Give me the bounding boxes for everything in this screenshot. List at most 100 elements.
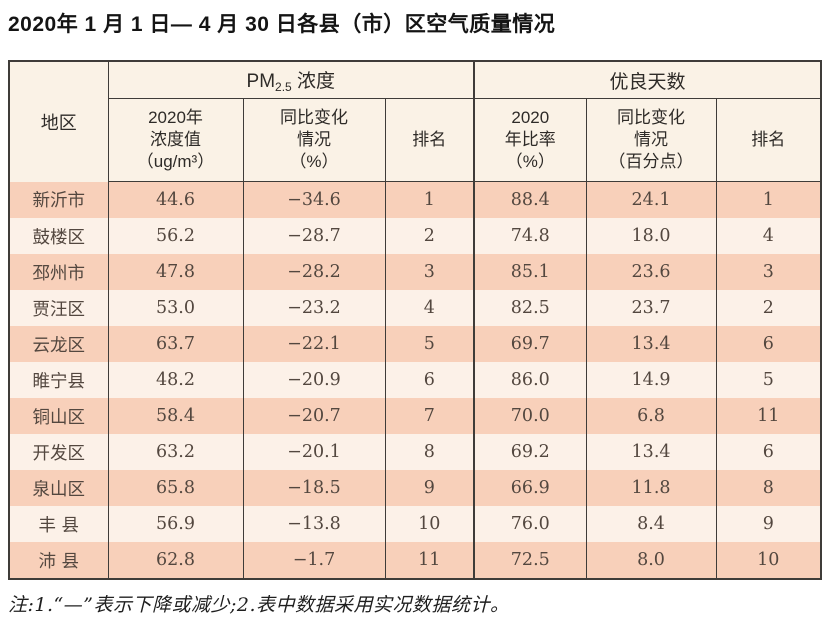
region-cell: 邳州市	[8, 254, 109, 290]
days-ratio-cell: 85.1	[473, 254, 587, 290]
region-cell: 沛 县	[8, 542, 109, 579]
column-group-good-days: 优良天数	[473, 61, 822, 99]
days-change-cell: 23.6	[585, 254, 717, 290]
table-row: 睢宁县 48.2 −20.9 6 86.0 14.9 5	[8, 362, 822, 398]
days-rank-cell: 2	[715, 290, 822, 326]
days-ratio-cell: 69.2	[473, 434, 587, 470]
header-group-row: 地区 PM2.5 浓度 优良天数	[8, 61, 822, 182]
pm-value-cell: 56.9	[107, 506, 244, 542]
header-sub-row: 2020年 浓度值 （ug/m³） 同比变化 情况 （%） 排名 2020 年比…	[9, 98, 822, 182]
pm-change-cell: −34.6	[242, 181, 386, 218]
column-header-pm-change: 同比变化 情况 （%）	[242, 98, 386, 182]
days-rank-cell: 6	[715, 326, 822, 362]
table-row: 贾汪区 53.0 −23.2 4 82.5 23.7 2	[8, 290, 822, 326]
column-header-pm-rank: 排名	[384, 98, 475, 182]
table-row: 鼓楼区 56.2 −28.7 2 74.8 18.0 4	[8, 218, 822, 254]
days-change-cell: 11.8	[585, 470, 717, 506]
days-change-cell: 8.0	[585, 542, 717, 579]
pm-value-cell: 58.4	[107, 398, 244, 434]
days-ratio-cell: 86.0	[473, 362, 587, 398]
region-cell: 铜山区	[8, 398, 109, 434]
region-cell: 鼓楼区	[8, 218, 109, 254]
pm-rank-cell: 10	[384, 506, 475, 542]
table-body: 新沂市 44.6 −34.6 1 88.4 24.1 1 鼓楼区 56.2 −2…	[8, 181, 822, 579]
pm-change-cell: −28.2	[242, 254, 386, 290]
table-row: 新沂市 44.6 −34.6 1 88.4 24.1 1	[8, 181, 822, 218]
days-rank-cell: 3	[715, 254, 822, 290]
days-change-cell: 18.0	[585, 218, 717, 254]
table-row: 泉山区 65.8 −18.5 9 66.9 11.8 8	[8, 470, 822, 506]
pm-change-cell: −20.7	[242, 398, 386, 434]
table-row: 铜山区 58.4 −20.7 7 70.0 6.8 11	[8, 398, 822, 434]
days-change-cell: 23.7	[585, 290, 717, 326]
pm-value-cell: 44.6	[107, 181, 244, 218]
days-rank-cell: 4	[715, 218, 822, 254]
column-group-pm25: PM2.5 浓度	[107, 61, 475, 99]
pm-value-cell: 47.8	[107, 254, 244, 290]
pm-change-cell: −22.1	[242, 326, 386, 362]
pm-rank-cell: 9	[384, 470, 475, 506]
days-ratio-cell: 76.0	[473, 506, 587, 542]
column-header-region: 地区	[8, 61, 109, 182]
region-cell: 新沂市	[8, 181, 109, 218]
days-ratio-cell: 66.9	[473, 470, 587, 506]
pm-rank-cell: 8	[384, 434, 475, 470]
footnote: 注:1.“—”表示下降或减少;2.表中数据采用实况数据统计。	[8, 594, 510, 616]
days-ratio-cell: 88.4	[473, 181, 587, 218]
table-row: 丰 县 56.9 −13.8 10 76.0 8.4 9	[8, 506, 822, 542]
pm-rank-cell: 7	[384, 398, 475, 434]
region-cell: 贾汪区	[8, 290, 109, 326]
pm-change-cell: −20.1	[242, 434, 386, 470]
pm25-subscript: 2.5	[275, 80, 292, 94]
pm-rank-cell: 2	[384, 218, 475, 254]
table-row: 开发区 63.2 −20.1 8 69.2 13.4 6	[8, 434, 822, 470]
region-cell: 丰 县	[8, 506, 109, 542]
days-change-cell: 13.4	[585, 434, 717, 470]
days-ratio-cell: 72.5	[473, 542, 587, 579]
table-row: 邳州市 47.8 −28.2 3 85.1 23.6 3	[8, 254, 822, 290]
pm-change-cell: −23.2	[242, 290, 386, 326]
table-row: 云龙区 63.7 −22.1 5 69.7 13.4 6	[8, 326, 822, 362]
days-change-cell: 24.1	[585, 181, 717, 218]
pm-change-cell: −1.7	[242, 542, 386, 579]
region-cell: 云龙区	[8, 326, 109, 362]
pm-value-cell: 56.2	[107, 218, 244, 254]
pm-rank-cell: 11	[384, 542, 475, 579]
pm-value-cell: 65.8	[107, 470, 244, 506]
days-change-cell: 14.9	[585, 362, 717, 398]
region-cell: 睢宁县	[8, 362, 109, 398]
column-header-days-rank: 排名	[715, 98, 822, 182]
pm25-label-rest: 浓度	[291, 71, 335, 92]
days-ratio-cell: 82.5	[473, 290, 587, 326]
days-change-cell: 8.4	[585, 506, 717, 542]
column-header-pm-value: 2020年 浓度值 （ug/m³）	[107, 98, 244, 182]
days-rank-cell: 11	[715, 398, 822, 434]
pm-change-cell: −20.9	[242, 362, 386, 398]
pm-change-cell: −18.5	[242, 470, 386, 506]
days-ratio-cell: 70.0	[473, 398, 587, 434]
days-rank-cell: 1	[715, 181, 822, 218]
pm-value-cell: 48.2	[107, 362, 244, 398]
days-rank-cell: 8	[715, 470, 822, 506]
days-rank-cell: 5	[715, 362, 822, 398]
region-cell: 泉山区	[8, 470, 109, 506]
days-change-cell: 6.8	[585, 398, 717, 434]
pm-rank-cell: 3	[384, 254, 475, 290]
days-ratio-cell: 69.7	[473, 326, 587, 362]
pm-change-cell: −13.8	[242, 506, 386, 542]
pm-value-cell: 63.2	[107, 434, 244, 470]
pm-value-cell: 53.0	[107, 290, 244, 326]
column-header-days-ratio: 2020 年比率 （%）	[473, 98, 587, 182]
table-row: 沛 县 62.8 −1.7 11 72.5 8.0 10	[8, 542, 822, 579]
days-rank-cell: 9	[715, 506, 822, 542]
table-header: 地区 PM2.5 浓度 优良天数 2020年 浓度值 （ug/m³） 同比变化 …	[8, 61, 822, 182]
pm-rank-cell: 4	[384, 290, 475, 326]
column-header-days-change: 同比变化 情况 （百分点）	[585, 98, 717, 182]
pm-rank-cell: 6	[384, 362, 475, 398]
air-quality-table: 地区 PM2.5 浓度 优良天数 2020年 浓度值 （ug/m³） 同比变化 …	[8, 60, 823, 580]
pm-rank-cell: 1	[384, 181, 475, 218]
pm25-label: PM	[246, 71, 276, 92]
pm-value-cell: 62.8	[107, 542, 244, 579]
region-cell: 开发区	[8, 434, 109, 470]
